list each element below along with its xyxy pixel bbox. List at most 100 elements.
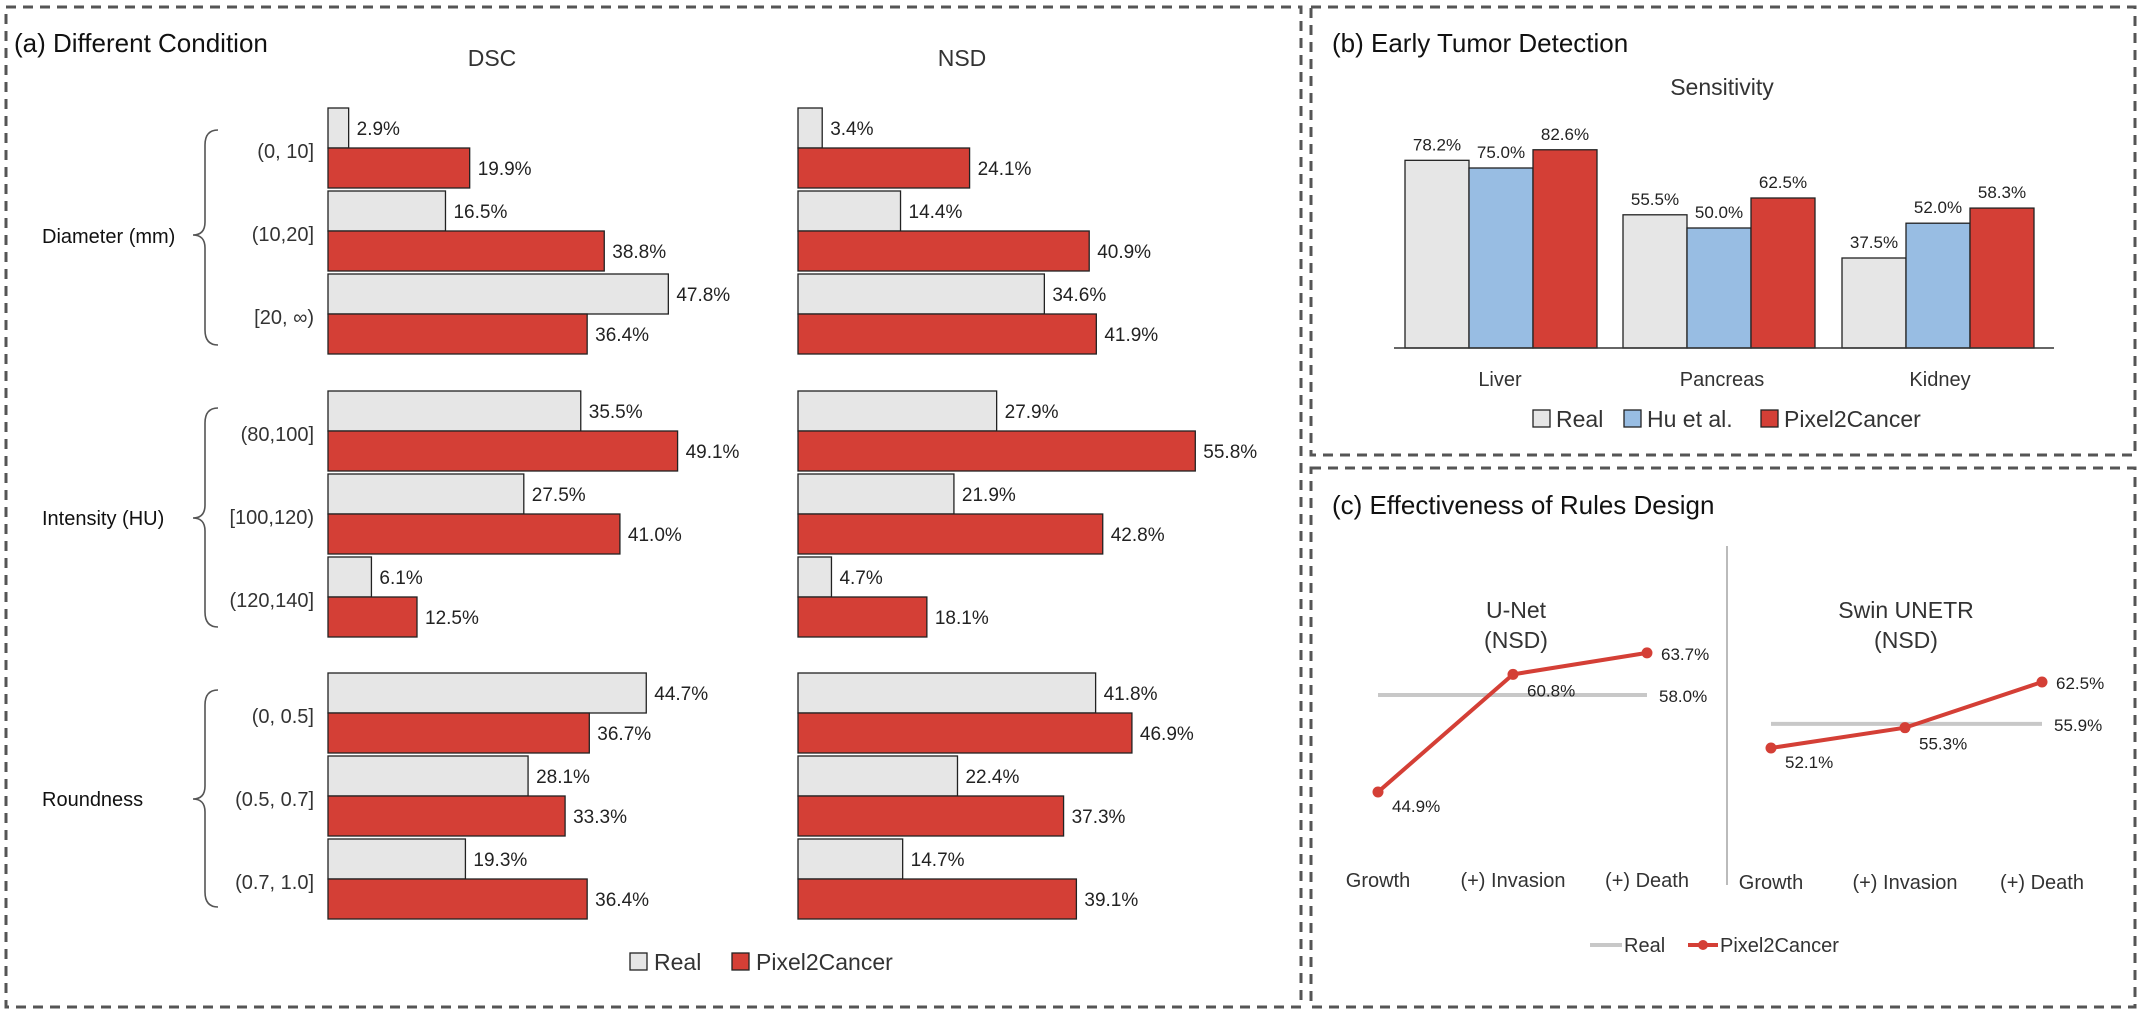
bar-nsd-real	[797, 672, 1097, 714]
bar-dsc-pixel2cancer	[327, 430, 679, 472]
data-label: 27.5%	[532, 485, 586, 506]
data-label: 4.7%	[839, 568, 882, 589]
data-label: 55.8%	[1203, 442, 1257, 463]
bar-dsc-pixel2cancer	[327, 513, 621, 555]
nsd-header: NSD	[938, 45, 987, 71]
bar-dsc-real	[327, 190, 447, 232]
data-label: 49.1%	[686, 442, 740, 463]
subplot-title: (NSD)	[1484, 627, 1548, 653]
bar-dsc-real	[327, 473, 525, 515]
data-label: 19.9%	[478, 159, 532, 180]
data-label: 52.0%	[1914, 198, 1962, 217]
data-label: 44.7%	[654, 684, 708, 705]
brace-roundness	[192, 689, 219, 908]
bar-dsc-real	[327, 107, 350, 149]
data-label: 37.5%	[1850, 233, 1898, 252]
bar-nsd-real	[797, 390, 998, 432]
bar-dsc-real	[327, 838, 467, 880]
data-label: 75.0%	[1477, 143, 1525, 162]
data-label: 44.9%	[1392, 797, 1440, 816]
bar-nsd-pixel2cancer	[797, 513, 1104, 555]
data-label: 63.7%	[1661, 645, 1709, 664]
x-tick-label: Liver	[1478, 369, 1522, 391]
panel-a-title: (a) Different Condition	[14, 28, 268, 58]
data-label: 24.1%	[978, 159, 1032, 180]
bar-nsd-pixel2cancer	[797, 596, 928, 638]
x-tick-label: (+) Death	[1605, 870, 1689, 892]
bar-dsc-pixel2cancer	[327, 147, 471, 189]
data-label: 36.4%	[595, 890, 649, 911]
data-label: 55.9%	[2054, 716, 2102, 735]
bar-nsd-real	[797, 273, 1046, 315]
category-label: (0.7, 1.0]	[235, 872, 314, 894]
data-label: 36.4%	[595, 325, 649, 346]
data-label: 27.9%	[1005, 402, 1059, 423]
data-label: 12.5%	[425, 608, 479, 629]
legend-label-pixel2cancer: Pixel2Cancer	[756, 949, 893, 975]
bar-nsd-pixel2cancer	[797, 712, 1133, 754]
bar-nsd-real	[797, 556, 833, 598]
bar-dsc-real	[327, 755, 529, 797]
bar-pixel2cancer	[1532, 149, 1598, 349]
legend-swatch-pixel2cancer	[731, 952, 750, 971]
data-label: 62.5%	[2056, 674, 2104, 693]
category-label: (0, 10]	[257, 141, 314, 163]
panel-c-lines: 58.0% 44.9% 60.8% 63.7% 55.9% 52.1% 55.3% 62.5%	[1372, 645, 2104, 816]
panel-b-bars: 78.2% 75.0% 82.6% 55.5% 50.0% 62.5% 37.5% 52.0%…	[1404, 125, 2035, 349]
bar-dsc-pixel2cancer	[327, 596, 418, 638]
data-label: 55.5%	[1631, 190, 1679, 209]
bar-dsc-pixel2cancer	[327, 313, 588, 355]
data-label: 37.3%	[1072, 807, 1126, 828]
x-tick-label: Kidney	[1909, 369, 1970, 391]
data-label: 18.1%	[935, 608, 989, 629]
bar-real	[1841, 257, 1907, 349]
data-label: 41.8%	[1104, 684, 1158, 705]
data-label: 40.9%	[1097, 242, 1151, 263]
bar-nsd-pixel2cancer	[797, 878, 1078, 920]
data-label: 42.8%	[1111, 525, 1165, 546]
data-label: 14.7%	[911, 850, 965, 871]
legend-label-pixel2cancer: Pixel2Cancer	[1784, 406, 1921, 432]
data-label: 16.5%	[453, 202, 507, 223]
data-label: 22.4%	[965, 767, 1019, 788]
data-point	[1507, 668, 1519, 680]
subplot-title: Swin UNETR	[1838, 597, 1973, 623]
data-label: 36.7%	[597, 724, 651, 745]
subplot-title: U-Net	[1486, 597, 1547, 623]
category-label: (80,100]	[241, 424, 314, 446]
legend-label-pixel2cancer: Pixel2Cancer	[1720, 935, 1839, 957]
bar-dsc-real	[327, 556, 373, 598]
data-label: 58.0%	[1659, 687, 1707, 706]
subplot-title: (NSD)	[1874, 627, 1938, 653]
data-label: 55.3%	[1919, 735, 1967, 754]
data-label: 2.9%	[357, 119, 400, 140]
category-label: [20, ∞)	[254, 307, 314, 329]
category-label: (0, 0.5]	[252, 706, 314, 728]
x-tick-label: Growth	[1346, 870, 1410, 892]
x-tick-label: (+) Death	[2000, 872, 2084, 894]
data-label: 78.2%	[1413, 135, 1461, 154]
bar-real	[1622, 214, 1688, 349]
data-label: 50.0%	[1695, 203, 1743, 222]
brace-diameter	[192, 129, 219, 346]
data-label: 14.4%	[909, 202, 963, 223]
data-label: 6.1%	[379, 568, 422, 589]
brace-intensity	[192, 407, 219, 628]
bar-dsc-real	[327, 273, 669, 315]
data-label: 39.1%	[1084, 890, 1138, 911]
bar-real	[1404, 159, 1470, 349]
data-label: 46.9%	[1140, 724, 1194, 745]
bar-dsc-pixel2cancer	[327, 795, 566, 837]
panel-a-frame	[4, 5, 1303, 1009]
legend-marker-pixel2cancer	[1698, 940, 1708, 950]
data-label: 52.1%	[1785, 753, 1833, 772]
legend-label-hu: Hu et al.	[1647, 406, 1733, 432]
x-tick-label: (+) Invasion	[1852, 872, 1957, 894]
legend-swatch-real	[1532, 409, 1551, 428]
panel-b-title: (b) Early Tumor Detection	[1332, 28, 1628, 58]
panel-b-subtitle: Sensitivity	[1670, 74, 1774, 100]
data-point	[1372, 786, 1384, 798]
bar-nsd-pixel2cancer	[797, 230, 1090, 272]
data-label: 28.1%	[536, 767, 590, 788]
data-label: 41.0%	[628, 525, 682, 546]
